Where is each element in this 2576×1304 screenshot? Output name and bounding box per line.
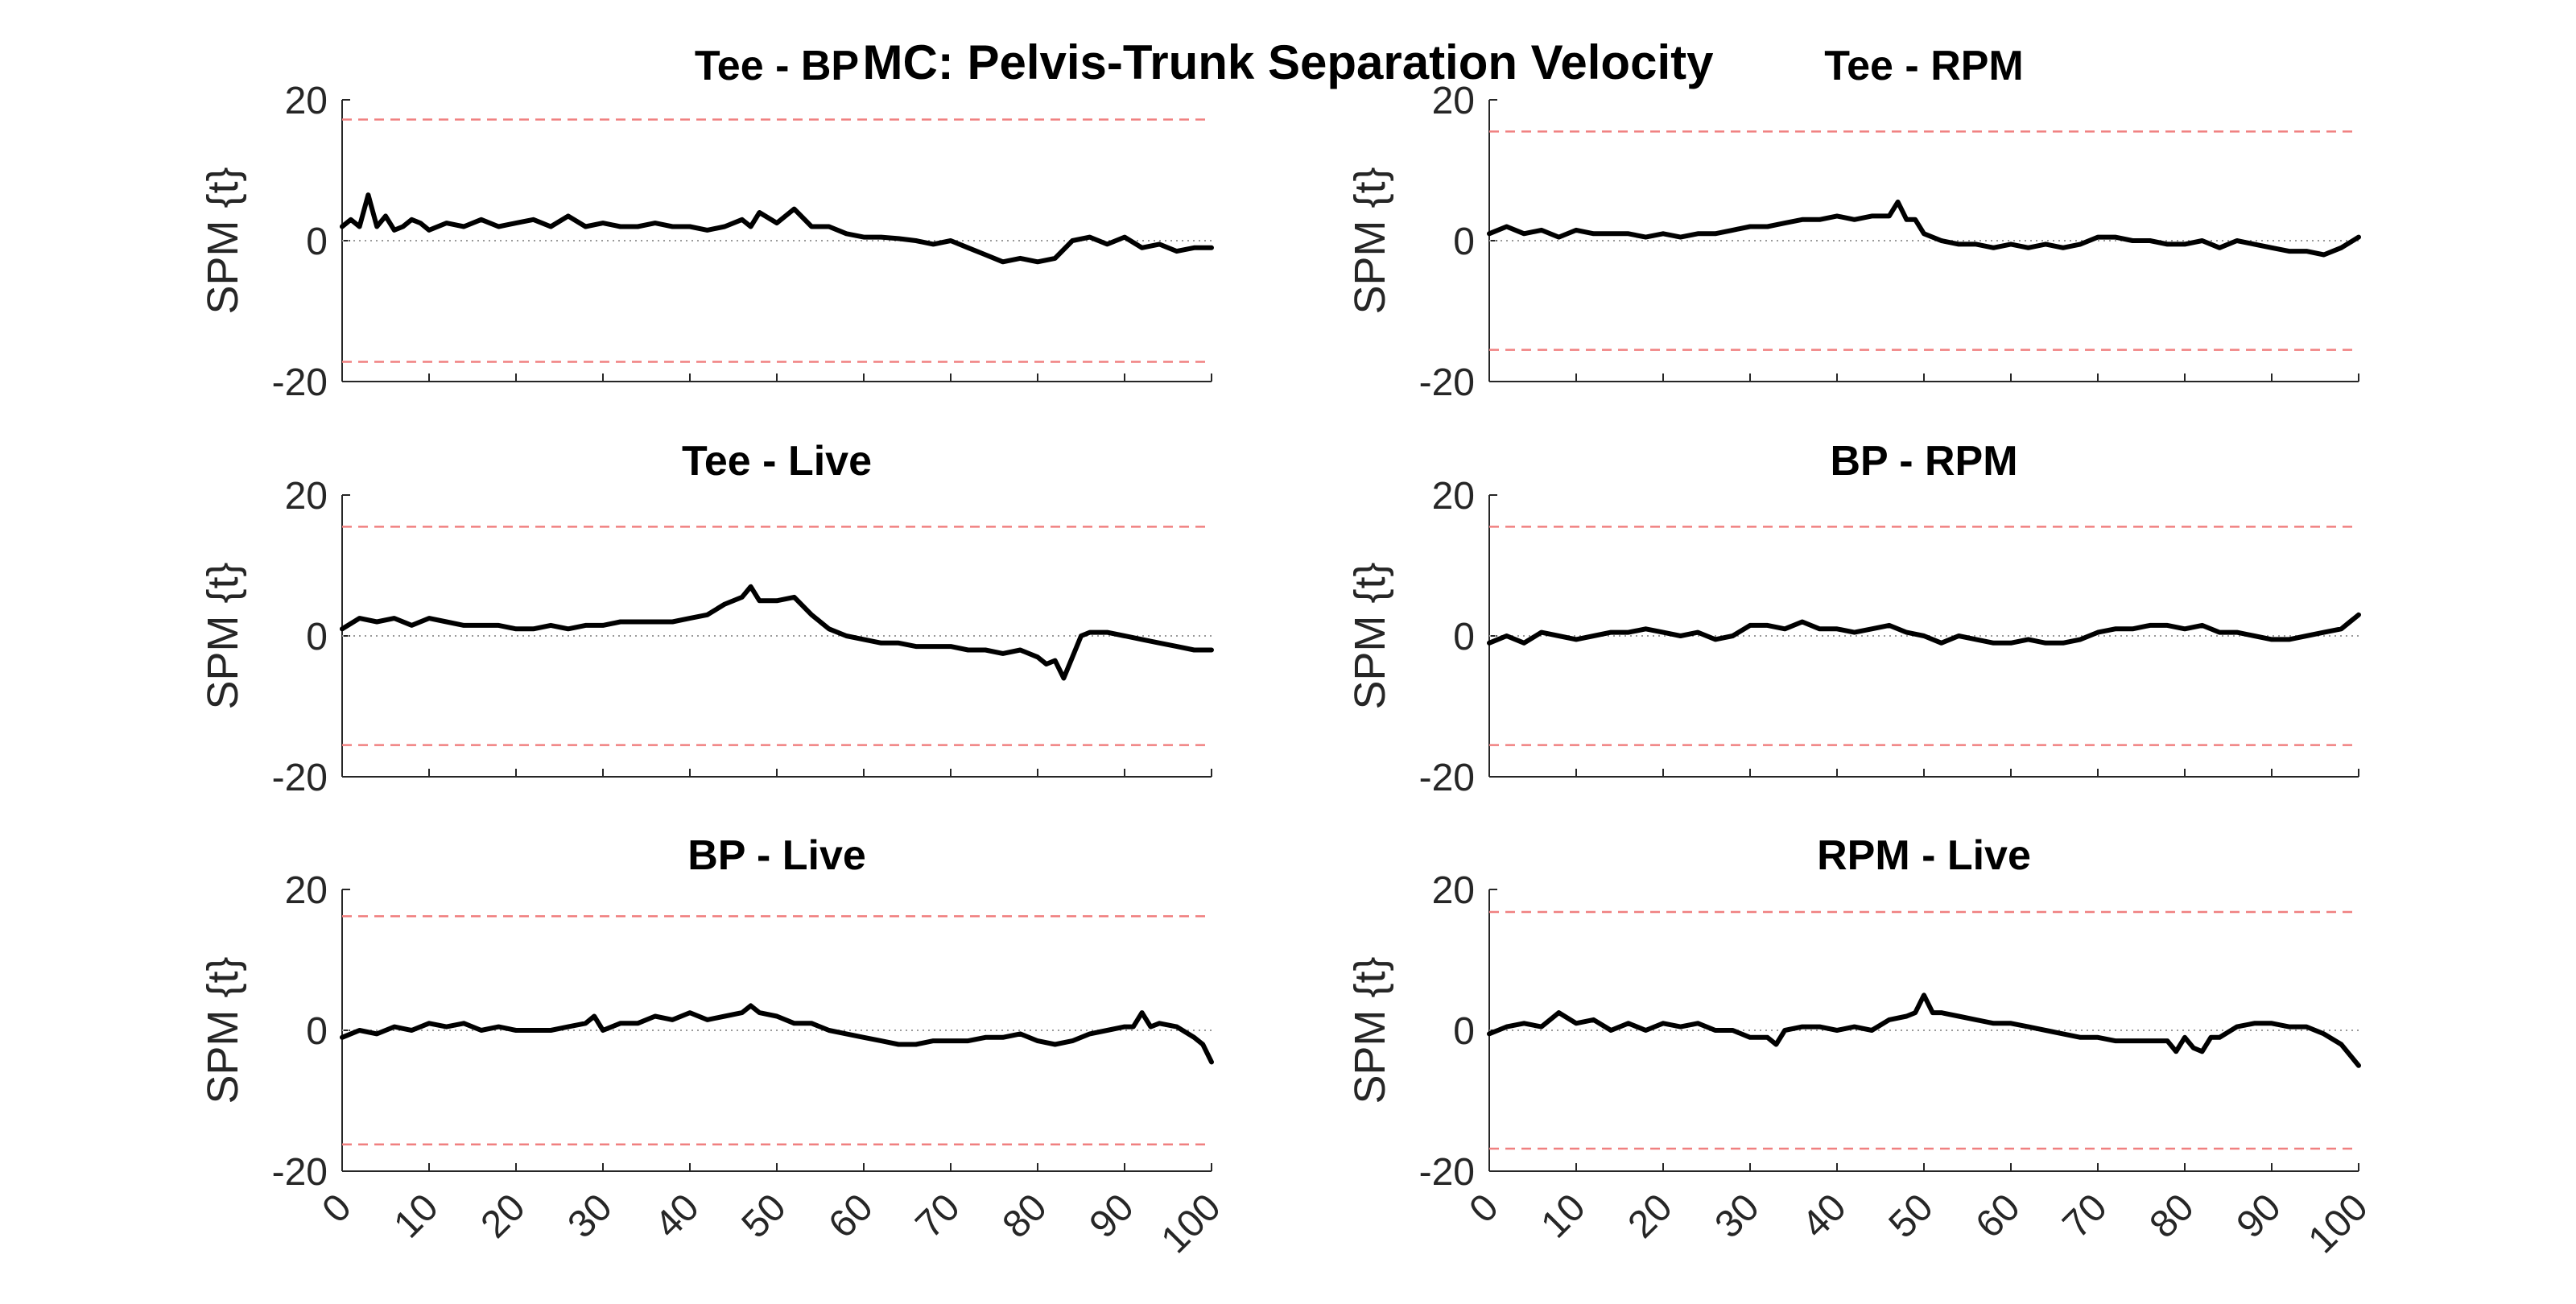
y-axis-label: SPM {t} xyxy=(199,956,247,1104)
y-tick-label: 0 xyxy=(306,1010,328,1053)
subplot-3: -20 0 20 Tee - Live SPM {t} xyxy=(199,438,1214,799)
y-tick-label: -20 xyxy=(1419,361,1475,404)
y-tick-label: 20 xyxy=(285,80,328,122)
y-axis-label: SPM {t} xyxy=(1346,562,1394,709)
spm-t-curve xyxy=(340,584,1214,681)
y-tick-label: -20 xyxy=(272,361,328,404)
subplot-title: Tee - RPM xyxy=(1824,43,2024,89)
spm-t-curve xyxy=(340,192,1214,265)
y-tick-label: 20 xyxy=(1432,80,1475,122)
subplot-title: BP - Live xyxy=(687,832,866,879)
y-tick-label: -20 xyxy=(1419,1151,1475,1194)
subplot-title: Tee - Live xyxy=(682,438,872,485)
spm-t-curve xyxy=(1487,612,2361,646)
y-tick-label: -20 xyxy=(272,1151,328,1194)
y-tick-label: 0 xyxy=(1453,616,1475,658)
subplot-4: -20 0 20 BP - RPM SPM {t} xyxy=(1346,438,2361,799)
y-tick-label: 0 xyxy=(1453,1010,1475,1053)
subplot-2: -20 0 20 Tee - RPM SPM {t} xyxy=(1346,43,2361,404)
y-tick-label: 0 xyxy=(306,221,328,263)
figure-title: MC: Pelvis-Trunk Separation Velocity xyxy=(863,35,1715,89)
y-axis-label: SPM {t} xyxy=(199,562,247,709)
spm-t-curve xyxy=(1487,992,2361,1068)
y-tick-label: 0 xyxy=(306,616,328,658)
y-tick-label: 20 xyxy=(285,475,328,518)
y-axis-label: SPM {t} xyxy=(1346,167,1394,314)
y-axis-label: SPM {t} xyxy=(1346,956,1394,1104)
subplot-title: Tee - BP xyxy=(695,43,859,89)
y-tick-label: 20 xyxy=(1432,475,1475,518)
y-tick-label: 0 xyxy=(1453,221,1475,263)
subplot-1: -20 0 20 Tee - BP SPM {t} xyxy=(199,43,1214,404)
y-axis-label: SPM {t} xyxy=(199,167,247,314)
spm-t-curve xyxy=(340,1003,1214,1065)
y-tick-label: 20 xyxy=(1432,869,1475,912)
y-tick-label: -20 xyxy=(1419,757,1475,799)
subplot-title: RPM - Live xyxy=(1817,832,2031,879)
subplot-title: BP - RPM xyxy=(1830,438,2017,485)
y-tick-label: -20 xyxy=(272,757,328,799)
spm-t-curve xyxy=(1487,199,2361,258)
y-tick-label: 20 xyxy=(285,869,328,912)
